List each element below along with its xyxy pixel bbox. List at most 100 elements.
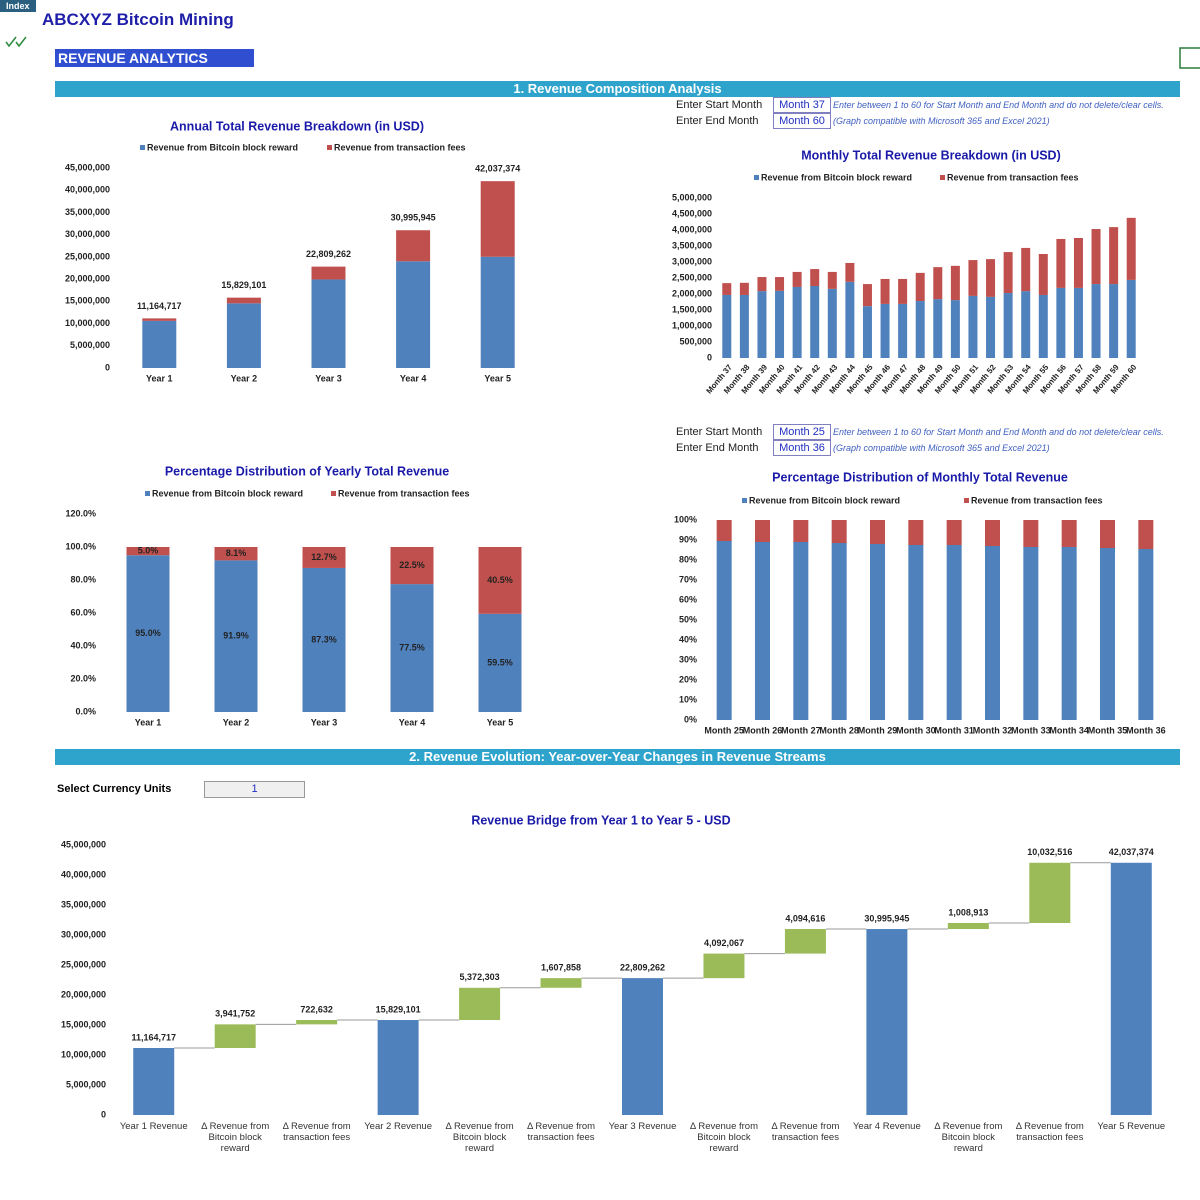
bar-segment	[1109, 284, 1119, 358]
data-label: 40.5%	[487, 575, 513, 585]
waterfall-bar	[784, 929, 826, 954]
index-tab[interactable]: Index	[0, 0, 36, 12]
y-tick-label: 0	[707, 352, 712, 362]
start-month-label: Enter Start Month	[676, 426, 763, 438]
app-title: ABCXYZ Bitcoin Mining	[42, 10, 234, 29]
bar-segment	[950, 300, 960, 358]
legend-label: Revenue from Bitcoin block reward	[749, 495, 900, 505]
legend-label: Revenue from Bitcoin block reward	[761, 172, 912, 182]
y-tick-label: 35,000,000	[65, 207, 110, 217]
data-label: 77.5%	[399, 642, 425, 652]
start-month-input[interactable]: Month 25	[773, 424, 831, 440]
bar-segment	[1138, 549, 1154, 720]
legend-swatch	[145, 491, 150, 496]
bar-segment	[1100, 520, 1115, 548]
bar-segment	[880, 303, 890, 358]
y-tick-label: 40%	[679, 634, 697, 644]
chart-title: Percentage Distribution of Monthly Total…	[772, 470, 1068, 484]
bar-segment	[1038, 294, 1048, 358]
y-tick-label: 40,000,000	[65, 185, 110, 195]
waterfall-bar	[540, 978, 582, 988]
x-tick-label: Month 33	[1011, 725, 1051, 735]
y-tick-label: 3,500,000	[672, 240, 712, 250]
y-tick-label: 80%	[679, 554, 697, 564]
legend-label: Revenue from Bitcoin block reward	[152, 488, 303, 498]
waterfall-bar	[1110, 862, 1152, 1115]
bar-segment	[1126, 217, 1136, 280]
y-tick-label: 20%	[679, 674, 697, 684]
bar-segment	[933, 299, 943, 358]
y-tick-label: 30%	[679, 654, 697, 664]
total-label: 42,037,374	[475, 164, 520, 174]
total-label: 15,829,101	[221, 280, 266, 290]
bar-segment	[142, 320, 177, 368]
bar-segment	[478, 613, 522, 712]
x-tick-label: Month 35	[1088, 725, 1128, 735]
bar-segment	[390, 584, 434, 712]
bar-segment	[480, 256, 515, 368]
bar-segment	[716, 520, 732, 541]
start-month-input[interactable]: Month 37	[773, 97, 831, 113]
bar-segment	[214, 560, 258, 712]
bar-segment	[880, 278, 890, 304]
bar-segment	[810, 269, 820, 286]
bar-segment	[739, 282, 749, 295]
x-tick-label: Year 3 Revenue	[608, 1121, 677, 1132]
data-label: 15,829,101	[376, 1004, 421, 1014]
end-month-label: Enter End Month	[676, 115, 759, 127]
x-tick-label: Year 4	[400, 373, 427, 383]
data-label: 91.9%	[223, 631, 249, 641]
x-tick-label: Year 1 Revenue	[119, 1121, 188, 1132]
x-tick-label: Year 1	[146, 373, 173, 383]
bar-segment	[755, 520, 770, 542]
currency-input[interactable]: 1	[204, 781, 305, 798]
bar-segment	[1003, 252, 1013, 294]
end-month-input[interactable]: Month 36	[773, 440, 831, 456]
y-tick-label: 20,000,000	[65, 273, 110, 283]
x-tick-label: Month 31	[934, 725, 974, 735]
bar-segment	[722, 294, 732, 358]
total-label: 11,164,717	[137, 301, 182, 311]
y-tick-label: 35,000,000	[61, 899, 106, 909]
chart-title: Revenue Bridge from Year 1 to Year 5 - U…	[471, 813, 730, 827]
legend-label: Revenue from transaction fees	[334, 142, 466, 152]
y-tick-label: 1,500,000	[672, 304, 712, 314]
waterfall-bar	[133, 1048, 175, 1115]
bar-segment	[757, 291, 767, 358]
y-tick-label: 4,500,000	[672, 208, 712, 218]
bar-segment	[908, 545, 924, 720]
bar-segment	[1138, 520, 1154, 549]
bar-segment	[1109, 227, 1119, 285]
end-month-input[interactable]: Month 60	[773, 113, 831, 129]
x-tick-label: Year 5	[484, 373, 511, 383]
bar-segment	[311, 279, 346, 368]
y-tick-label: 120.0%	[65, 508, 96, 518]
x-tick-label: Month 28	[819, 725, 859, 735]
waterfall-bar	[947, 922, 989, 930]
x-tick-label: Δ Revenue from Bitcoin block reward	[445, 1121, 514, 1154]
y-tick-label: 0	[105, 362, 110, 372]
bar-segment	[1061, 520, 1077, 547]
x-tick-label: Δ Revenue from transaction fees	[526, 1121, 596, 1143]
y-tick-label: 4,000,000	[672, 224, 712, 234]
y-tick-label: 5,000,000	[70, 340, 110, 350]
chart-title: Annual Total Revenue Breakdown (in USD)	[170, 119, 424, 133]
x-tick-label: Year 4 Revenue	[852, 1121, 921, 1132]
bar-segment	[968, 260, 978, 296]
bar-segment	[390, 547, 434, 585]
bar-segment	[986, 296, 996, 358]
y-tick-label: 60.0%	[70, 607, 96, 617]
bar-segment	[214, 547, 258, 561]
instruction-note: Enter between 1 to 60 for Start Month an…	[833, 100, 1164, 110]
legend-label: Revenue from transaction fees	[947, 172, 1079, 182]
bar-segment	[1021, 247, 1031, 292]
y-tick-label: 2,500,000	[672, 272, 712, 282]
data-label: 1,607,858	[541, 963, 581, 973]
x-tick-label: Month 25	[704, 725, 744, 735]
legend-label: Revenue from Bitcoin block reward	[147, 142, 298, 152]
data-label: 95.0%	[135, 628, 161, 638]
bar-segment	[775, 290, 785, 358]
bar-segment	[302, 567, 346, 712]
legend-swatch	[331, 491, 336, 496]
y-tick-label: 2,000,000	[672, 288, 712, 298]
